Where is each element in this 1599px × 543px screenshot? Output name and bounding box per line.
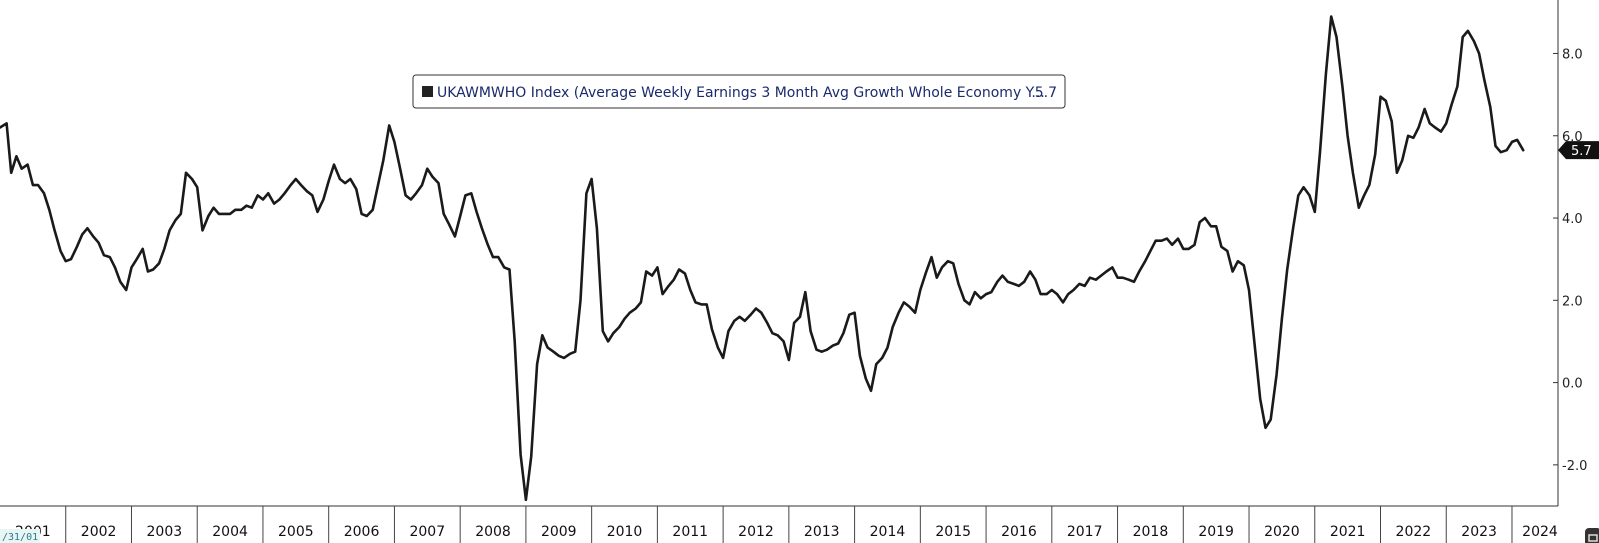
legend-swatch: [422, 86, 433, 97]
legend-box: [412, 74, 1066, 109]
x-tick-label: 2018: [1133, 524, 1169, 540]
x-tick-label: 2021: [1330, 524, 1366, 540]
x-tick-label: 2014: [870, 524, 906, 540]
last-value-tag: [1558, 141, 1599, 160]
y-tick-label: 6.0: [1562, 130, 1583, 145]
legend[interactable]: UKAWMWHO Index (Average Weekly Earnings …: [412, 74, 1066, 109]
x-tick-label: 2007: [409, 524, 445, 540]
y-tick-label: 2.0: [1562, 294, 1583, 309]
corner-date-label: /31/01: [2, 532, 38, 543]
y-tick-label: 0.0: [1562, 377, 1583, 392]
x-tick-label: 2012: [738, 524, 774, 540]
x-axis-ticks: 2001200220032004200520062007200820092010…: [15, 506, 1558, 543]
series-line-ukawmwho: [0, 15, 1525, 502]
last-value-marker: 5.7: [1558, 141, 1599, 160]
corner-date-box: [0, 529, 40, 543]
x-tick-label: 2009: [541, 524, 577, 540]
x-tick-label: 2022: [1396, 524, 1432, 540]
x-tick-label: 2010: [607, 524, 643, 540]
x-tick-label: 2024: [1522, 524, 1558, 540]
x-tick-label: 2011: [672, 524, 708, 540]
y-tick-label: -2.0: [1562, 459, 1587, 474]
x-tick-label: 2013: [804, 524, 840, 540]
y-axis-ticks: -2.0 0.0 2.0 4.0 6.0 8.0: [1553, 47, 1587, 474]
x-tick-label: 2004: [212, 524, 248, 540]
x-tick-label: 2002: [81, 524, 117, 540]
y-tick-label: 8.0: [1562, 47, 1583, 62]
last-value-label: 5.7: [1571, 144, 1592, 159]
x-tick-label: 2015: [935, 524, 971, 540]
legend-series-value: 5.7: [1035, 85, 1057, 101]
x-tick-label: 2019: [1198, 524, 1234, 540]
legend-series-label: UKAWMWHO Index (Average Weekly Earnings …: [437, 85, 1045, 101]
x-tick-label: 2020: [1264, 524, 1300, 540]
x-tick-label: 2006: [344, 524, 380, 540]
x-tick-label: 2017: [1067, 524, 1103, 540]
x-tick-label: 2003: [147, 524, 183, 540]
x-tick-label: 2005: [278, 524, 314, 540]
y-tick-label: 4.0: [1562, 212, 1583, 227]
scroll-handle-glyph: [1588, 534, 1598, 542]
x-tick-label: 2016: [1001, 524, 1037, 540]
x-tick-label: 2023: [1461, 524, 1497, 540]
x-tick-label: 2008: [475, 524, 511, 540]
